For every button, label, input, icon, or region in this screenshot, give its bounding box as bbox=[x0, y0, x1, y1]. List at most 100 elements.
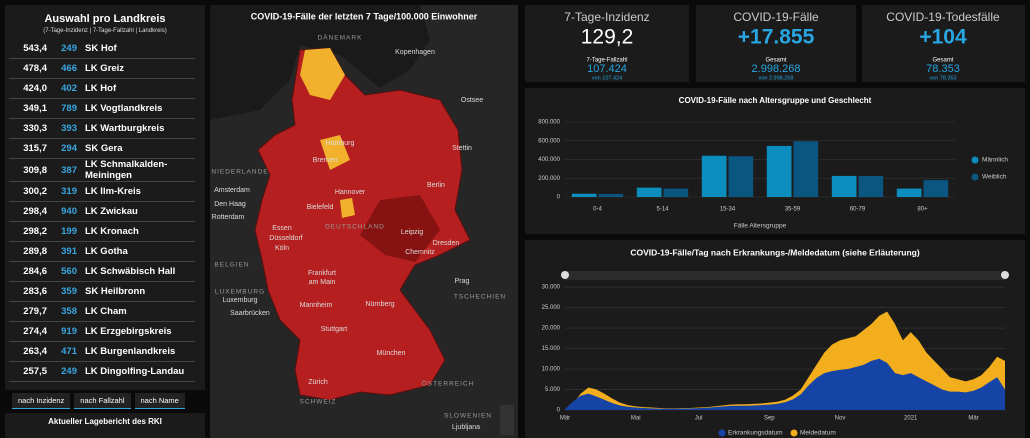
district: LK Zwickau bbox=[85, 206, 138, 217]
list-row[interactable]: 274,4 919 LK Erzgebirgskreis bbox=[9, 322, 195, 342]
list-row[interactable]: 284,6 560 LK Schwäbisch Hall bbox=[9, 262, 195, 282]
kpi-note: von 2.998.268 bbox=[759, 75, 794, 81]
map-label: ÖSTERREICH bbox=[422, 380, 475, 388]
case-count: 319 bbox=[61, 186, 77, 197]
incidence: 309,8 bbox=[23, 164, 47, 176]
list-row[interactable]: 349,1 789 LK Vogtlandkreis bbox=[9, 99, 195, 119]
district: SK Heilbronn bbox=[85, 286, 146, 297]
footer-link[interactable]: Aktueller Lagebericht des RKI bbox=[5, 413, 205, 438]
map-label: Ljubljana bbox=[452, 424, 480, 431]
x-tick-label: 60-79 bbox=[850, 207, 866, 213]
district: LK Cham bbox=[85, 306, 127, 317]
zoom-control[interactable] bbox=[500, 405, 514, 435]
chart-title: COVID-19-Fälle nach Altersgruppe und Ges… bbox=[679, 96, 872, 105]
district: LK Schmalkalden-Meiningen bbox=[85, 159, 168, 181]
legend-label: Männlich bbox=[982, 157, 1008, 164]
case-count: 387 bbox=[61, 164, 77, 176]
kpi-card bbox=[862, 5, 1025, 82]
list-row[interactable]: 309,8 387 LK Schmalkalden-Meiningen bbox=[9, 159, 195, 182]
bar bbox=[636, 187, 662, 197]
district: LK Wartburgkreis bbox=[85, 123, 165, 134]
map-label: München bbox=[377, 350, 406, 357]
list: 543,4 249 SK Hof 478,4 466 LK Greiz 424,0 402 LK… bbox=[5, 39, 205, 382]
map-label: Stettin bbox=[452, 145, 472, 152]
map-label: Luxemburg bbox=[222, 297, 257, 304]
incidence: 424,0 bbox=[23, 83, 47, 94]
x-tick-label: Mär bbox=[968, 416, 978, 422]
bar bbox=[923, 180, 949, 197]
case-count: 466 bbox=[61, 63, 77, 74]
legend-swatch bbox=[971, 156, 979, 164]
map-label: Saarbrücken bbox=[230, 310, 270, 317]
list-row[interactable]: 478,4 466 LK Greiz bbox=[9, 59, 195, 79]
incidence: 284,6 bbox=[23, 266, 47, 277]
list-panel: Auswahl pro Landkreis (7-Tage-Inzidenz |… bbox=[5, 5, 205, 390]
kpi-value: +104 bbox=[919, 26, 967, 49]
y-tick-label: 600.000 bbox=[538, 138, 560, 144]
map-label: Hannover bbox=[335, 189, 366, 196]
list-row[interactable]: 257,5 249 LK Dingolfing-Landau bbox=[9, 362, 195, 382]
list-row[interactable]: 263,4 471 LK Burgenlandkreis bbox=[9, 342, 195, 362]
list-row[interactable]: 279,7 358 LK Cham bbox=[9, 302, 195, 322]
list-row[interactable]: 424,0 402 LK Hof bbox=[9, 79, 195, 99]
slider-handle[interactable] bbox=[561, 271, 569, 279]
district: LK Ilm-Kreis bbox=[85, 186, 141, 197]
kpi-card bbox=[696, 5, 856, 82]
list-subtitle: (7-Tage-Inzidenz | 7-Tage-Fallzahl | Lan… bbox=[43, 28, 167, 34]
x-tick-label: Jul bbox=[695, 416, 703, 422]
case-count: 391 bbox=[61, 246, 77, 257]
incidence: 298,4 bbox=[23, 206, 47, 217]
map-label: Kopenhagen bbox=[395, 49, 435, 56]
case-count: 789 bbox=[61, 103, 77, 114]
area bbox=[565, 358, 1005, 410]
map-label: BELGIEN bbox=[214, 262, 249, 269]
x-tick-label: Nov bbox=[835, 416, 846, 422]
list-row[interactable]: 330,3 393 LK Wartburgkreis bbox=[9, 119, 195, 139]
incidence: 478,4 bbox=[23, 63, 47, 74]
district: LK Erzgebirgskreis bbox=[85, 326, 172, 337]
map-label: Zürich bbox=[308, 379, 328, 386]
slider-handle[interactable] bbox=[1001, 271, 1009, 279]
y-tick-label: 200.000 bbox=[538, 176, 560, 182]
list-row[interactable]: 289,8 391 LK Gotha bbox=[9, 242, 195, 262]
list-row[interactable]: 300,2 319 LK Ilm-Kreis bbox=[9, 182, 195, 202]
case-count: 358 bbox=[61, 306, 77, 317]
incidence: 289,8 bbox=[23, 246, 47, 257]
list-row[interactable]: 283,6 359 SK Heilbronn bbox=[9, 282, 195, 302]
legend-swatch bbox=[790, 429, 798, 437]
map-label: Chemnitz bbox=[405, 249, 435, 256]
case-count: 249 bbox=[61, 43, 77, 54]
x-tick-label: Mär bbox=[560, 416, 570, 422]
map-label: Stuttgart bbox=[321, 326, 348, 333]
kpi-note: von 78.353 bbox=[929, 75, 956, 81]
y-tick-label: 30.000 bbox=[542, 285, 561, 291]
district: LK Gotha bbox=[85, 246, 128, 257]
germany bbox=[254, 47, 471, 401]
y-tick-label: 0 bbox=[557, 408, 561, 414]
legend-swatch bbox=[718, 429, 726, 437]
tab[interactable]: nach Name bbox=[134, 393, 185, 409]
tab[interactable]: nach Fallzahl bbox=[74, 393, 131, 409]
tab[interactable]: nach Inzidenz bbox=[12, 393, 71, 409]
x-tick-label: 2021 bbox=[904, 416, 918, 422]
case-count: 393 bbox=[61, 123, 77, 134]
list-row[interactable]: 543,4 249 SK Hof bbox=[9, 39, 195, 59]
range-slider[interactable] bbox=[565, 271, 1005, 280]
map-label: Dresden bbox=[433, 240, 460, 247]
list-row[interactable]: 315,7 294 SK Gera bbox=[9, 139, 195, 159]
y-tick-label: 400.000 bbox=[538, 157, 560, 163]
incidence: 315,7 bbox=[23, 143, 47, 154]
case-count: 402 bbox=[61, 83, 77, 94]
kpi-title: COVID-19-Fälle bbox=[733, 10, 819, 24]
sea bbox=[210, 5, 430, 120]
map-label: Hamburg bbox=[326, 140, 355, 147]
map-title: COVID-19-Fälle der letzten 7 Tage/100.00… bbox=[251, 11, 478, 21]
x-tick-label: Sep bbox=[764, 416, 775, 422]
case-count: 919 bbox=[61, 326, 77, 337]
y-tick-label: 0 bbox=[557, 195, 561, 201]
list-row[interactable]: 298,2 199 LK Kronach bbox=[9, 222, 195, 242]
bar bbox=[701, 155, 727, 197]
bar bbox=[571, 193, 597, 197]
list-row[interactable]: 298,4 940 LK Zwickau bbox=[9, 202, 195, 222]
incidence: 349,1 bbox=[23, 103, 47, 114]
